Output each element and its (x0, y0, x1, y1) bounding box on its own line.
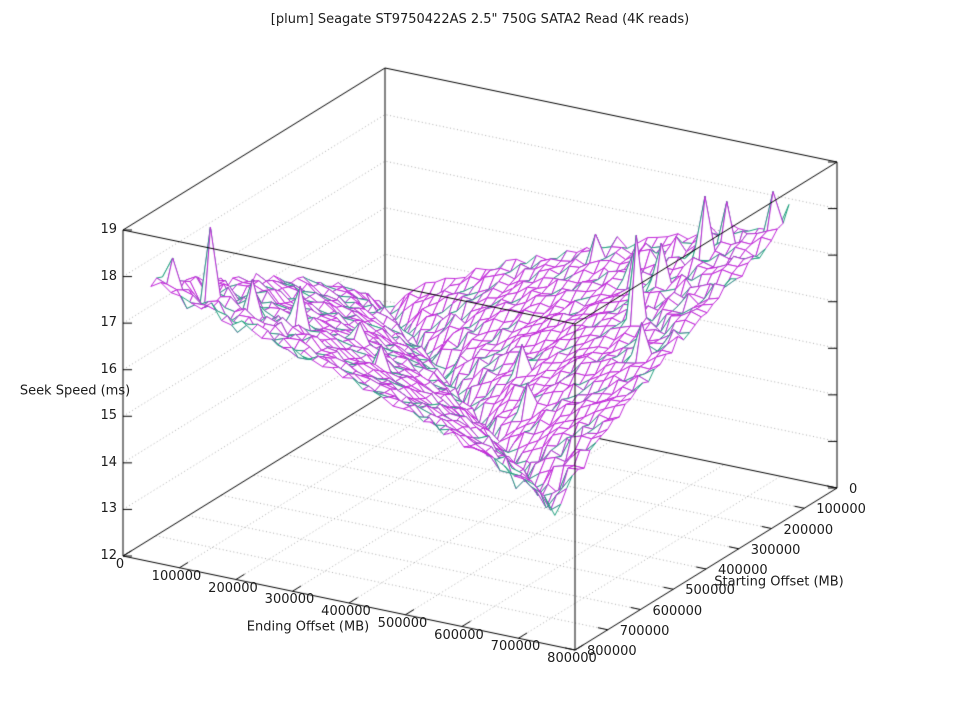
x-tick-label: 300000 (264, 592, 315, 608)
y-tick-label: 200000 (783, 522, 834, 538)
z-tick-label: 15 (100, 408, 117, 424)
x-tick-label: 400000 (321, 604, 371, 619)
z-tick-label: 12 (100, 548, 117, 563)
z-tick-label: 19 (100, 222, 117, 237)
z-tick-label: 13 (100, 501, 117, 517)
x-tick-label: 200000 (208, 580, 258, 596)
z-axis-label: Seek Speed (ms) (19, 383, 131, 399)
y-tick-label: 700000 (619, 623, 670, 639)
y-axis-label: Starting Offset (MB) (714, 574, 844, 590)
x-tick-label: 700000 (490, 639, 541, 655)
x-tick-label: 100000 (151, 568, 202, 584)
z-tick-label: 18 (100, 268, 117, 284)
y-tick-label: 300000 (750, 542, 801, 558)
z-tick-label: 17 (100, 315, 117, 331)
y-tick-label: 500000 (685, 583, 735, 599)
z-tick-label: 16 (100, 361, 117, 377)
y-tick-label: 800000 (587, 644, 637, 659)
y-tick-label: 600000 (652, 603, 703, 619)
x-tick-label: 800000 (547, 651, 597, 666)
x-tick-label: 500000 (377, 615, 428, 631)
y-tick-label: 400000 (718, 563, 768, 578)
x-axis-label: Ending Offset (MB) (246, 619, 370, 635)
x-tick-label: 0 (115, 557, 125, 572)
x-tick-label: 600000 (434, 627, 484, 643)
y-tick-label: 100000 (816, 502, 866, 518)
chart-title: [plum] Seagate ST9750422AS 2.5" 750G SAT… (270, 12, 690, 27)
z-tick-label: 14 (100, 454, 117, 470)
y-tick-label: 0 (849, 482, 858, 497)
